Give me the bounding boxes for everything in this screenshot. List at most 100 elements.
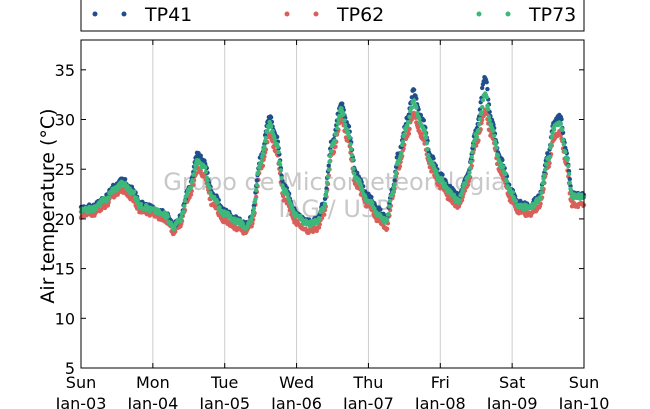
- data-point: [468, 165, 473, 171]
- y-tick-label: 35: [55, 61, 75, 80]
- data-point: [349, 146, 354, 152]
- data-point: [262, 139, 268, 144]
- data-point: [466, 173, 471, 179]
- data-point: [548, 142, 554, 147]
- data-point: [340, 101, 345, 106]
- y-axis-label: Air temperature (°C): [37, 108, 59, 303]
- data-point: [510, 190, 516, 195]
- legend: TP41 TP62 TP73: [80, 0, 585, 32]
- data-point: [480, 85, 485, 91]
- x-tick-label-day: Mon: [136, 373, 170, 392]
- legend-label: TP41: [144, 4, 192, 26]
- x-tick-label-date: Jan-08: [414, 394, 466, 409]
- x-tick-label-date: Jan-04: [126, 394, 178, 409]
- data-point: [549, 134, 555, 139]
- data-point: [260, 151, 266, 156]
- data-point: [390, 189, 396, 195]
- legend-marker: [505, 11, 511, 17]
- data-point: [484, 79, 489, 85]
- data-point: [369, 200, 375, 206]
- data-point: [122, 176, 128, 182]
- data-point: [393, 174, 398, 179]
- data-point: [503, 171, 508, 177]
- data-point: [560, 127, 565, 132]
- data-point: [411, 98, 417, 103]
- data-point: [542, 173, 547, 178]
- data-point: [268, 115, 274, 120]
- data-point: [561, 142, 566, 147]
- data-point: [328, 149, 334, 154]
- data-point: [334, 131, 339, 136]
- data-point: [135, 198, 141, 203]
- data-point: [540, 181, 546, 186]
- data-point: [431, 156, 436, 161]
- data-point: [567, 180, 572, 186]
- data-points: [78, 74, 587, 237]
- legend-marker: [92, 11, 98, 17]
- x-axis: Sun Jan-03 Mon Jan-04 Tue Jan-05 Wed Jan-06 Thu J…: [55, 373, 610, 409]
- data-point: [352, 171, 357, 176]
- data-point: [322, 212, 327, 217]
- data-point: [539, 190, 544, 195]
- data-point: [325, 174, 331, 179]
- data-point: [192, 167, 197, 172]
- data-point: [93, 206, 99, 212]
- data-point: [560, 137, 566, 143]
- data-point: [207, 185, 212, 191]
- data-point: [254, 182, 260, 188]
- data-point: [403, 127, 409, 133]
- data-point: [480, 97, 486, 103]
- data-point: [328, 153, 333, 159]
- data-point: [494, 145, 499, 150]
- data-point: [485, 107, 491, 112]
- data-point: [348, 142, 353, 147]
- data-point: [363, 194, 368, 199]
- legend-marker: [121, 11, 127, 17]
- data-point: [567, 176, 572, 182]
- x-tick-label-date: Jan-03: [55, 394, 107, 409]
- data-point: [550, 130, 555, 136]
- data-point: [559, 117, 564, 122]
- data-point: [558, 121, 563, 126]
- x-tick-label-date: Jan-10: [558, 394, 610, 409]
- data-point: [469, 154, 474, 160]
- data-point: [470, 149, 475, 155]
- y-tick-label: 20: [55, 210, 75, 229]
- data-point: [498, 161, 504, 166]
- x-tick-label-date: Jan-05: [198, 394, 250, 409]
- data-point: [131, 189, 137, 195]
- data-point: [480, 105, 485, 110]
- data-point: [178, 219, 183, 224]
- data-point: [203, 165, 208, 170]
- data-point: [182, 198, 188, 204]
- data-point: [384, 226, 390, 232]
- data-point: [566, 171, 572, 177]
- data-point: [406, 119, 412, 125]
- data-point: [251, 206, 257, 211]
- data-point: [275, 144, 281, 149]
- data-point: [179, 214, 184, 220]
- data-point: [253, 187, 259, 193]
- legend-label: TP62: [336, 4, 384, 26]
- data-point: [326, 163, 331, 168]
- data-point: [203, 169, 209, 174]
- data-point: [414, 105, 419, 110]
- data-point: [387, 204, 392, 209]
- data-point: [568, 186, 573, 192]
- data-point: [188, 185, 194, 190]
- data-point: [426, 152, 431, 158]
- data-point: [326, 167, 331, 172]
- data-point: [486, 114, 492, 120]
- data-point: [343, 122, 348, 128]
- data-point: [351, 166, 356, 171]
- y-tick-label: 5: [65, 359, 75, 378]
- legend-marker: [313, 11, 319, 17]
- data-point: [322, 205, 327, 210]
- data-point: [484, 94, 489, 100]
- x-tick-label-date: Jan-06: [270, 394, 322, 409]
- data-point: [324, 186, 329, 191]
- data-point: [198, 168, 203, 173]
- data-point: [254, 178, 260, 183]
- data-point: [423, 131, 428, 136]
- data-point: [407, 114, 412, 119]
